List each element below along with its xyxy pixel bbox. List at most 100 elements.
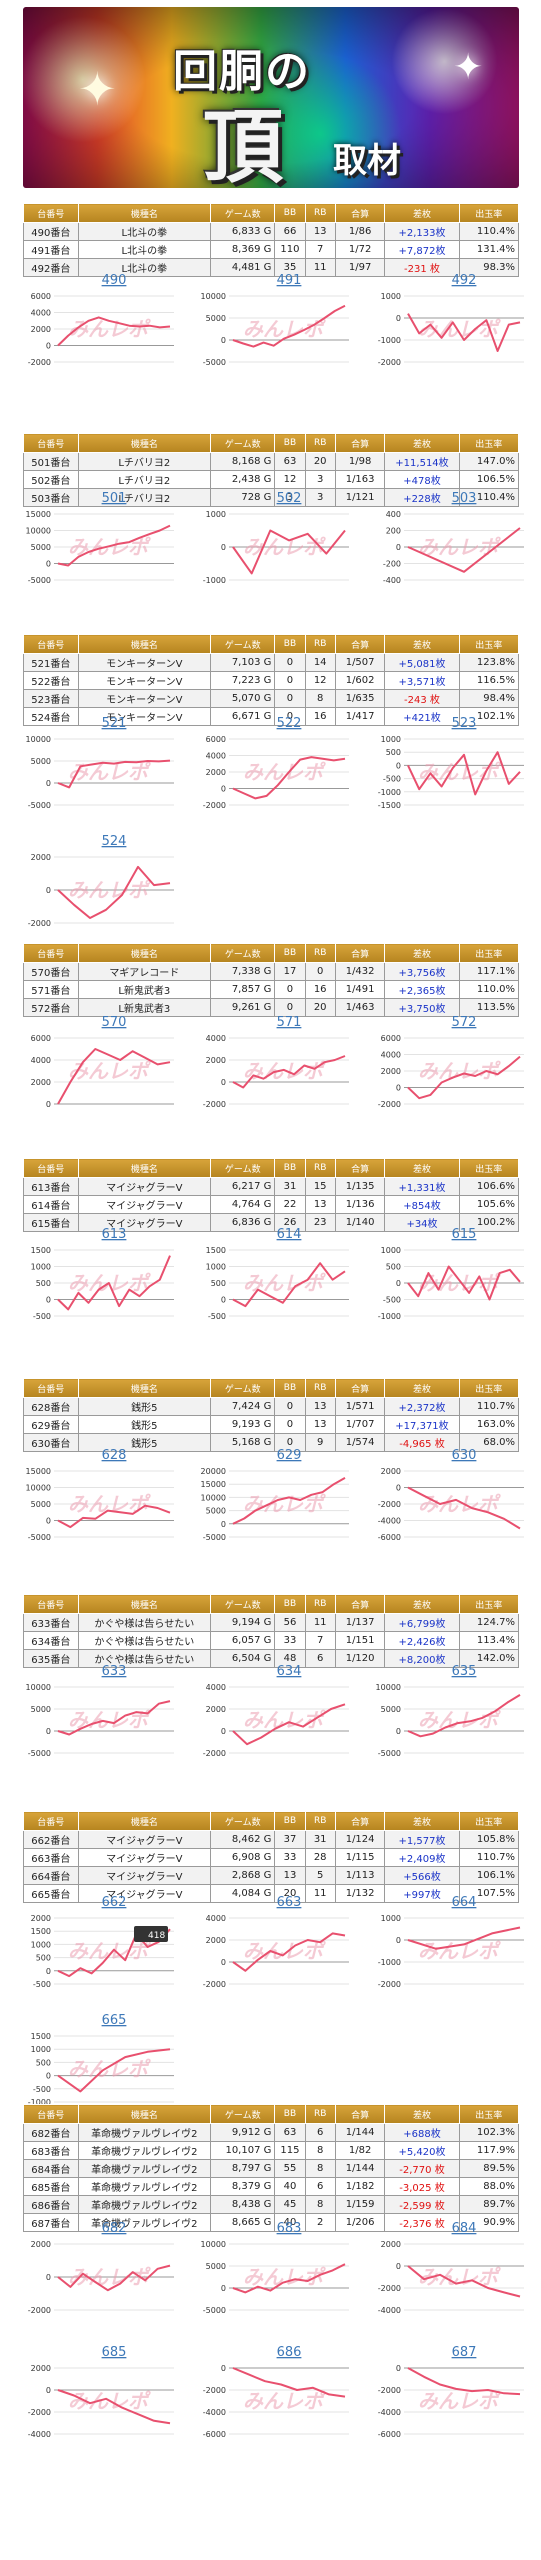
table-cell: 503番台 [23, 488, 79, 507]
table-row: 572番台 L新鬼武者3 9,261 G 0 20 1/463 +3,750枚 113.5% [23, 998, 520, 1017]
table-header-cell: 台番号 [23, 433, 79, 453]
chart-title[interactable]: 501 [102, 491, 127, 506]
table-header-cell: 機種名 [77, 433, 212, 453]
table-header-cell: 機種名 [77, 203, 212, 223]
chart-title[interactable]: 492 [452, 273, 477, 288]
table-header-cell: 出玉率 [458, 1378, 520, 1398]
banner-title-sub: 取材 [333, 141, 401, 181]
y-tick-label: 1000 [381, 735, 401, 744]
banner-title-top: 回胴の [173, 46, 311, 97]
chart-title[interactable]: 502 [277, 491, 302, 506]
watermark-logo: みんレポ [243, 1939, 326, 1963]
y-tick-label: 0 [221, 785, 226, 794]
table-cell: +2,372枚 [384, 1397, 460, 1416]
chart-title[interactable]: 630 [452, 1448, 477, 1463]
chart-title[interactable]: 523 [452, 716, 477, 731]
table-cell: 22 [274, 1195, 306, 1214]
chart-title[interactable]: 682 [102, 2221, 127, 2236]
chart-title[interactable]: 685 [102, 2345, 127, 2360]
table-header-cell: RB [304, 1158, 336, 1178]
table-cell: 9,194 G [210, 1613, 276, 1632]
chart-title[interactable]: 521 [102, 716, 127, 731]
table-cell: 0 [274, 1397, 306, 1416]
y-tick-label: -2000 [28, 919, 51, 928]
chart-title[interactable]: 490 [102, 273, 127, 288]
table-cell: 0 [274, 980, 306, 999]
table-row: 492番台 L北斗の拳 4,481 G 35 11 1/97 -231 枚 98.3% [23, 258, 520, 277]
watermark-logo: みんレポ [243, 2265, 326, 2289]
chart-title[interactable]: 628 [102, 1448, 127, 1463]
y-tick-label: -5000 [203, 2306, 226, 2315]
table-header-cell: 出玉率 [458, 634, 520, 654]
table-cell: 2,868 G [210, 1866, 276, 1885]
chart-title[interactable]: 683 [277, 2221, 302, 2236]
table-cell: 35 [274, 258, 306, 277]
chart-title[interactable]: 665 [102, 2013, 127, 2028]
watermark-logo: みんレポ [68, 1059, 151, 1083]
table-header-cell: 差枚 [384, 943, 460, 963]
y-tick-label: -1000 [378, 1312, 401, 1321]
chart-title[interactable]: 572 [452, 1015, 477, 1030]
y-tick-label: -1000 [378, 788, 401, 797]
table-cell: +1,331枚 [384, 1177, 460, 1196]
table-cell: 7,424 G [210, 1397, 276, 1416]
table-cell: Lチバリヨ2 [77, 452, 212, 471]
table-cell: 16 [304, 707, 336, 726]
chart-title[interactable]: 570 [102, 1015, 127, 1030]
table-header-cell: 差枚 [384, 1378, 460, 1398]
watermark-logo: みんレポ [68, 1492, 151, 1516]
banner-title-main: 頂 [203, 101, 283, 188]
chart-title[interactable]: 635 [452, 1664, 477, 1679]
table-header-cell: 合算 [334, 1158, 386, 1178]
series-line [57, 865, 171, 919]
table-cell: 3 [304, 470, 336, 489]
y-tick-label: 4000 [206, 1683, 226, 1692]
chart-title[interactable]: 503 [452, 491, 477, 506]
chart-title[interactable]: 663 [277, 1895, 302, 1910]
table-cell: 105.8% [458, 1830, 520, 1849]
y-tick-label: 0 [221, 1727, 226, 1736]
y-tick-label: 6000 [31, 292, 51, 301]
chart-title[interactable]: 522 [277, 716, 302, 731]
table-cell: 11 [304, 258, 336, 277]
table-cell: 革命機ヴァルヴレイヴ2 [77, 2141, 212, 2160]
chart-title[interactable]: 634 [277, 1664, 302, 1679]
table-header-cell: RB [304, 1811, 336, 1831]
chart-title[interactable]: 687 [452, 2345, 477, 2360]
table-header-row: 台番号 機種名 ゲーム数 BB RB 合算 差枚 出玉率 [23, 433, 520, 453]
chart-title[interactable]: 629 [277, 1448, 302, 1463]
table-cell: 1/113 [334, 1866, 386, 1885]
table-cell: 117.9% [458, 2141, 520, 2160]
chart-title[interactable]: 684 [452, 2221, 477, 2236]
chart-635: 635 10000 5000 0 -5000 みんレポ [376, 1664, 524, 1758]
chart-title[interactable]: 491 [277, 273, 302, 288]
chart-title[interactable]: 662 [102, 1895, 127, 1910]
table-cell: 1/140 [334, 1213, 386, 1232]
table-cell: +6,799枚 [384, 1613, 460, 1632]
y-tick-label: 5000 [31, 1500, 51, 1509]
chart-title[interactable]: 613 [102, 1227, 127, 1242]
table-cell: 142.0% [458, 1649, 520, 1668]
table-cell: 66 [274, 222, 306, 241]
table-cell: 131.4% [458, 240, 520, 259]
table-cell: 0 [274, 671, 306, 690]
y-tick-label: -1500 [378, 801, 401, 810]
chart-title[interactable]: 524 [102, 834, 127, 849]
chart-title[interactable]: 686 [277, 2345, 302, 2360]
y-tick-label: 1000 [31, 2045, 51, 2054]
chart-title[interactable]: 571 [277, 1015, 302, 1030]
table-cell: 615番台 [23, 1213, 79, 1232]
chart-title[interactable]: 614 [277, 1227, 302, 1242]
table-cell: マイジャグラーV [77, 1177, 212, 1196]
chart-title[interactable]: 633 [102, 1664, 127, 1679]
y-tick-label: 400 [386, 510, 401, 519]
table-header-cell: 機種名 [77, 1594, 212, 1614]
y-tick-label: -2000 [203, 1980, 226, 1989]
y-tick-label: 2000 [31, 2364, 51, 2373]
series-line [407, 2265, 521, 2298]
table-cell: 6 [304, 2123, 336, 2142]
chart-title[interactable]: 664 [452, 1895, 477, 1910]
table-cell: 105.6% [458, 1195, 520, 1214]
chart-title[interactable]: 615 [452, 1227, 477, 1242]
table-cell: 0 [304, 962, 336, 981]
